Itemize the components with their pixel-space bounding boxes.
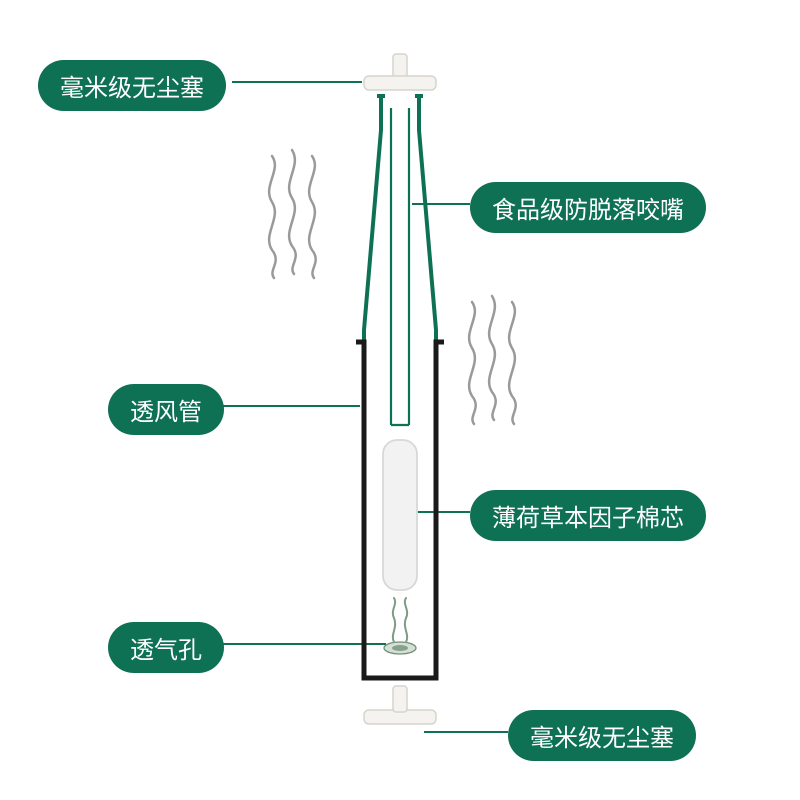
inner-air-tube: [391, 108, 409, 425]
product-diagram: [0, 0, 800, 800]
air-hole: [384, 642, 416, 654]
inner-steam: [393, 598, 407, 642]
top-cap: [364, 54, 436, 90]
bottom-cap: [364, 686, 436, 724]
mouthpiece: [356, 96, 444, 342]
vapor-right: [469, 296, 516, 424]
vapor-left: [269, 150, 316, 278]
cotton-core: [383, 440, 417, 590]
